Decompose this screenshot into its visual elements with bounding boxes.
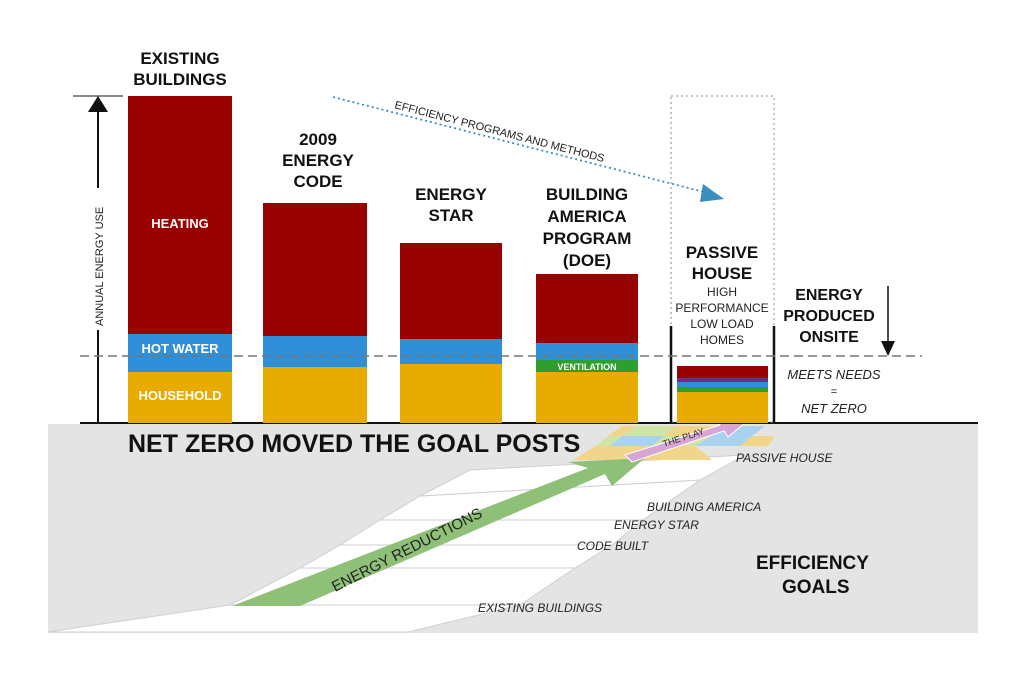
energy-produced-line: ENERGY bbox=[795, 287, 863, 304]
passive-house-subtitle-line: PERFORMANCE bbox=[675, 301, 768, 315]
bar-segment-hot-water bbox=[263, 336, 367, 367]
end-zone-tile bbox=[608, 426, 636, 436]
bar-segment-hot-water bbox=[128, 334, 232, 372]
energy-produced-line: ONSITE bbox=[799, 329, 859, 346]
end-zone-tile bbox=[740, 436, 775, 446]
meets-needs-line: MEETS NEEDS bbox=[787, 367, 881, 382]
passive-house-title-line: PASSIVE bbox=[686, 243, 758, 262]
bar-title-line: CODE bbox=[293, 172, 342, 191]
annual-energy-axis: ANNUAL ENERGY USE bbox=[73, 95, 123, 423]
bar-title-line: STAR bbox=[428, 206, 473, 225]
bar-title-line: ENERGY bbox=[282, 151, 354, 170]
bar-segment-household bbox=[677, 392, 768, 423]
bar-label-hot-water: HOT WATER bbox=[141, 341, 219, 356]
axis-arrowhead-icon bbox=[88, 96, 108, 112]
field-area: ENERGY REDUCTIONS THE PLAY PASSIVE HOUSE… bbox=[47, 419, 978, 633]
end-zone-tile bbox=[596, 436, 622, 446]
bar-segment-hot-water bbox=[400, 339, 502, 364]
axis-label: ANNUAL ENERGY USE bbox=[94, 207, 106, 326]
bar-segment-household bbox=[263, 367, 367, 423]
yard-label-building-america: BUILDING AMERICA bbox=[647, 500, 761, 514]
bar-title-line: AMERICA bbox=[547, 207, 626, 226]
the-play-arrow bbox=[624, 419, 747, 463]
bar-title-line: PROGRAM bbox=[543, 229, 632, 248]
yard-label-energy-star: ENERGY STAR bbox=[614, 518, 699, 532]
bar-segment-household bbox=[128, 372, 232, 423]
dotted-arrow-line bbox=[332, 96, 709, 194]
bar-label-heating: HEATING bbox=[151, 216, 209, 231]
bar-building-america: VENTILATION BUILDING AMERICA PROGRAM (DO… bbox=[536, 185, 638, 423]
bar-title-line: ENERGY bbox=[415, 185, 487, 204]
bar-segment-heating bbox=[677, 366, 768, 378]
passive-house-title-line: HOUSE bbox=[692, 264, 752, 283]
efficiency-programs-label: EFFICIENCY PROGRAMS AND METHODS bbox=[393, 99, 605, 165]
bar-segment-heating bbox=[400, 243, 502, 339]
yard-label-existing-buildings: EXISTING BUILDINGS bbox=[478, 601, 602, 615]
end-zone-tile bbox=[622, 426, 676, 436]
passive-house-subtitle-line: HIGH bbox=[707, 285, 737, 299]
bar-segment-heating bbox=[263, 203, 367, 336]
meets-needs-line: NET ZERO bbox=[801, 401, 867, 416]
bar-title-line: BUILDING bbox=[546, 185, 628, 204]
headline: NET ZERO MOVED THE GOAL POSTS bbox=[128, 430, 580, 458]
dotted-arrowhead-icon bbox=[700, 184, 724, 202]
meets-needs-line: = bbox=[831, 386, 837, 398]
efficiency-goals-label-2: GOALS bbox=[782, 577, 850, 598]
passive-house-bracket bbox=[669, 326, 776, 423]
passive-house-subtitle-line: LOW LOAD bbox=[690, 317, 754, 331]
bar-segment-household bbox=[536, 372, 638, 423]
bar-label-household: HOUSEHOLD bbox=[138, 388, 221, 403]
passive-house-subtitle-line: HOMES bbox=[700, 333, 744, 347]
bar-segment-hot-water bbox=[677, 382, 768, 387]
bar-title-line: EXISTING bbox=[140, 49, 219, 68]
axis-label-bg bbox=[92, 188, 104, 330]
energy-produced-onsite: ENERGY PRODUCED ONSITE bbox=[783, 286, 895, 356]
bar-title-line: (DOE) bbox=[563, 251, 611, 270]
yard-label-passive-house: PASSIVE HOUSE bbox=[736, 451, 833, 465]
bar-label-ventilation: VENTILATION bbox=[557, 362, 616, 372]
energy-reductions-arrow bbox=[232, 458, 645, 606]
end-zone-tile bbox=[573, 446, 620, 460]
bar-segment-household bbox=[400, 364, 502, 423]
bar-2009-energy-code: 2009 ENERGY CODE bbox=[263, 130, 367, 423]
passive-house: PASSIVE HOUSE HIGH PERFORMANCE LOW LOAD … bbox=[669, 95, 776, 423]
bar-segment-heating bbox=[536, 274, 638, 343]
meets-needs: MEETS NEEDS = NET ZERO bbox=[787, 367, 881, 416]
bar-existing-buildings: HEATING HOT WATER HOUSEHOLD EXISTING BUI… bbox=[128, 49, 232, 423]
bar-segment-ventilation bbox=[536, 360, 638, 372]
bar-title-line: BUILDINGS bbox=[133, 70, 227, 89]
bar-title-line: 2009 bbox=[299, 130, 337, 149]
efficiency-programs-arrow: EFFICIENCY PROGRAMS AND METHODS bbox=[332, 96, 724, 202]
bar-segment-heating bbox=[128, 96, 232, 334]
end-zone-tile bbox=[695, 436, 752, 446]
end-zone-tile bbox=[610, 436, 664, 446]
efficiency-goals-label-1: EFFICIENCY bbox=[756, 553, 869, 574]
yard-label-code-built: CODE BUILT bbox=[577, 539, 650, 553]
bar-segment-purple bbox=[677, 378, 768, 382]
bar-segment-ventilation bbox=[677, 387, 768, 392]
bar-energy-star: ENERGY STAR bbox=[400, 185, 502, 423]
down-arrow-icon bbox=[881, 341, 895, 356]
bar-segment-hot-water bbox=[536, 343, 638, 360]
energy-produced-line: PRODUCED bbox=[783, 308, 875, 325]
